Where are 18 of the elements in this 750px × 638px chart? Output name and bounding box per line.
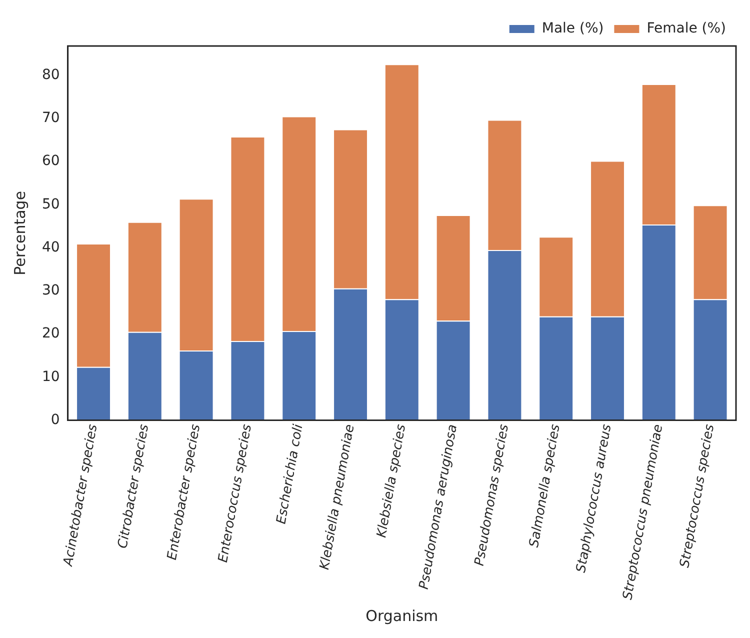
y-tick-label: 30 [42, 282, 60, 299]
y-tick-label: 0 [50, 412, 60, 428]
y-tick-label: 40 [42, 239, 60, 256]
y-tick-label: 50 [42, 196, 60, 212]
y-tick-label: 10 [42, 368, 60, 385]
y-tick-label: 80 [42, 66, 60, 83]
x-tick-label: Salmonella species [526, 423, 564, 549]
x-tick-label: Escherichia coli [274, 422, 306, 526]
y-tick-label: 60 [42, 153, 60, 170]
x-tick-label: Citrobacter species [116, 423, 152, 550]
y-tick-label: 20 [42, 326, 60, 342]
x-tick-label: Klebsiella pneumoniae [317, 423, 358, 571]
x-axis-title: Organism [366, 606, 438, 625]
legend-label: Female (%) [646, 20, 726, 37]
y-tick-label: 70 [42, 110, 60, 126]
x-tick-label: Klebsiella species [374, 423, 410, 539]
legend-label: Male (%) [542, 20, 604, 37]
y-axis-title: Percentage [10, 190, 29, 276]
